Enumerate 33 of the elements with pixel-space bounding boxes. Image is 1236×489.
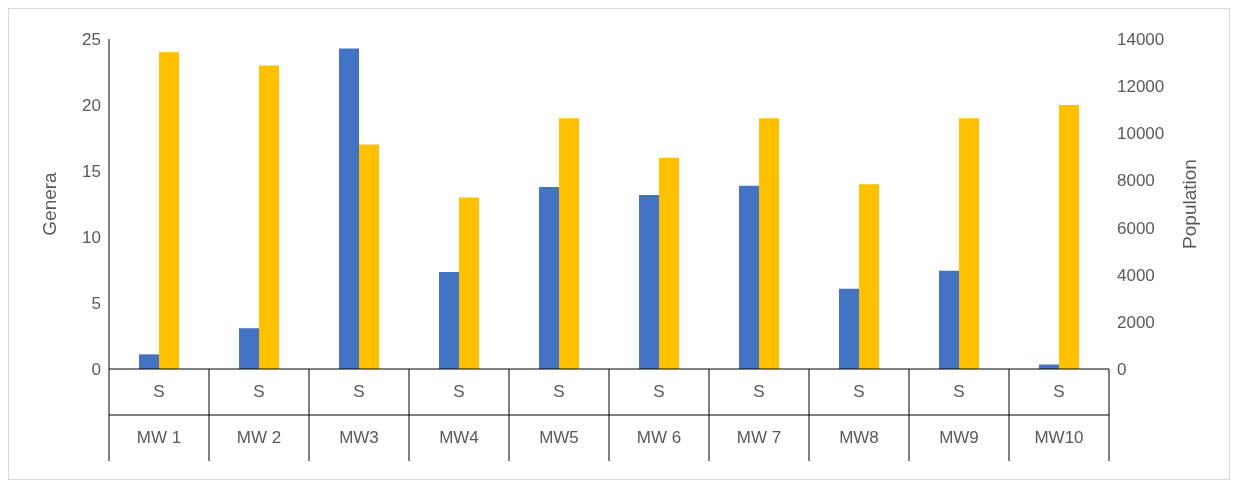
bar [239,328,259,369]
bar [959,118,979,369]
y-tick-label: 20 [82,96,101,116]
y-axis-title: Genera [38,171,60,236]
category-label: S MW4 [439,382,479,447]
bar [859,184,879,369]
y-tick-label: 15 [82,162,101,182]
category-label: S MW9 [939,382,979,447]
bar [139,354,159,369]
category-label: S MW8 [839,382,879,447]
category-label: S MW 6 [636,382,682,447]
y2-tick-label: 6000 [1117,218,1155,238]
y-tick-label: 10 [82,228,101,248]
y2-axis-title: Population [1178,159,1200,249]
bar [1059,105,1079,369]
category-label: S MW10 [1034,382,1084,447]
bar [159,52,179,369]
y2-tick-label: 0 [1117,360,1127,380]
y2-tick-label: 14000 [1117,30,1165,50]
y2-tick-label: 10000 [1117,124,1165,144]
y2-tick-label: 4000 [1117,265,1155,285]
bar [259,65,279,369]
category-label: S MW 1 [136,382,182,447]
y2-tick-label: 2000 [1117,312,1155,332]
category-label: S MW 2 [236,382,282,447]
category-label: S MW3 [339,382,379,447]
y-tick-label: 5 [91,294,101,314]
category-label: S MW5 [539,382,579,447]
y2-tick-label: 8000 [1117,171,1155,191]
y-tick-label: 25 [82,30,101,50]
y2-tick-label: 12000 [1117,77,1165,97]
y-tick-label: 0 [91,360,101,380]
category-label: S MW 7 [736,382,782,447]
